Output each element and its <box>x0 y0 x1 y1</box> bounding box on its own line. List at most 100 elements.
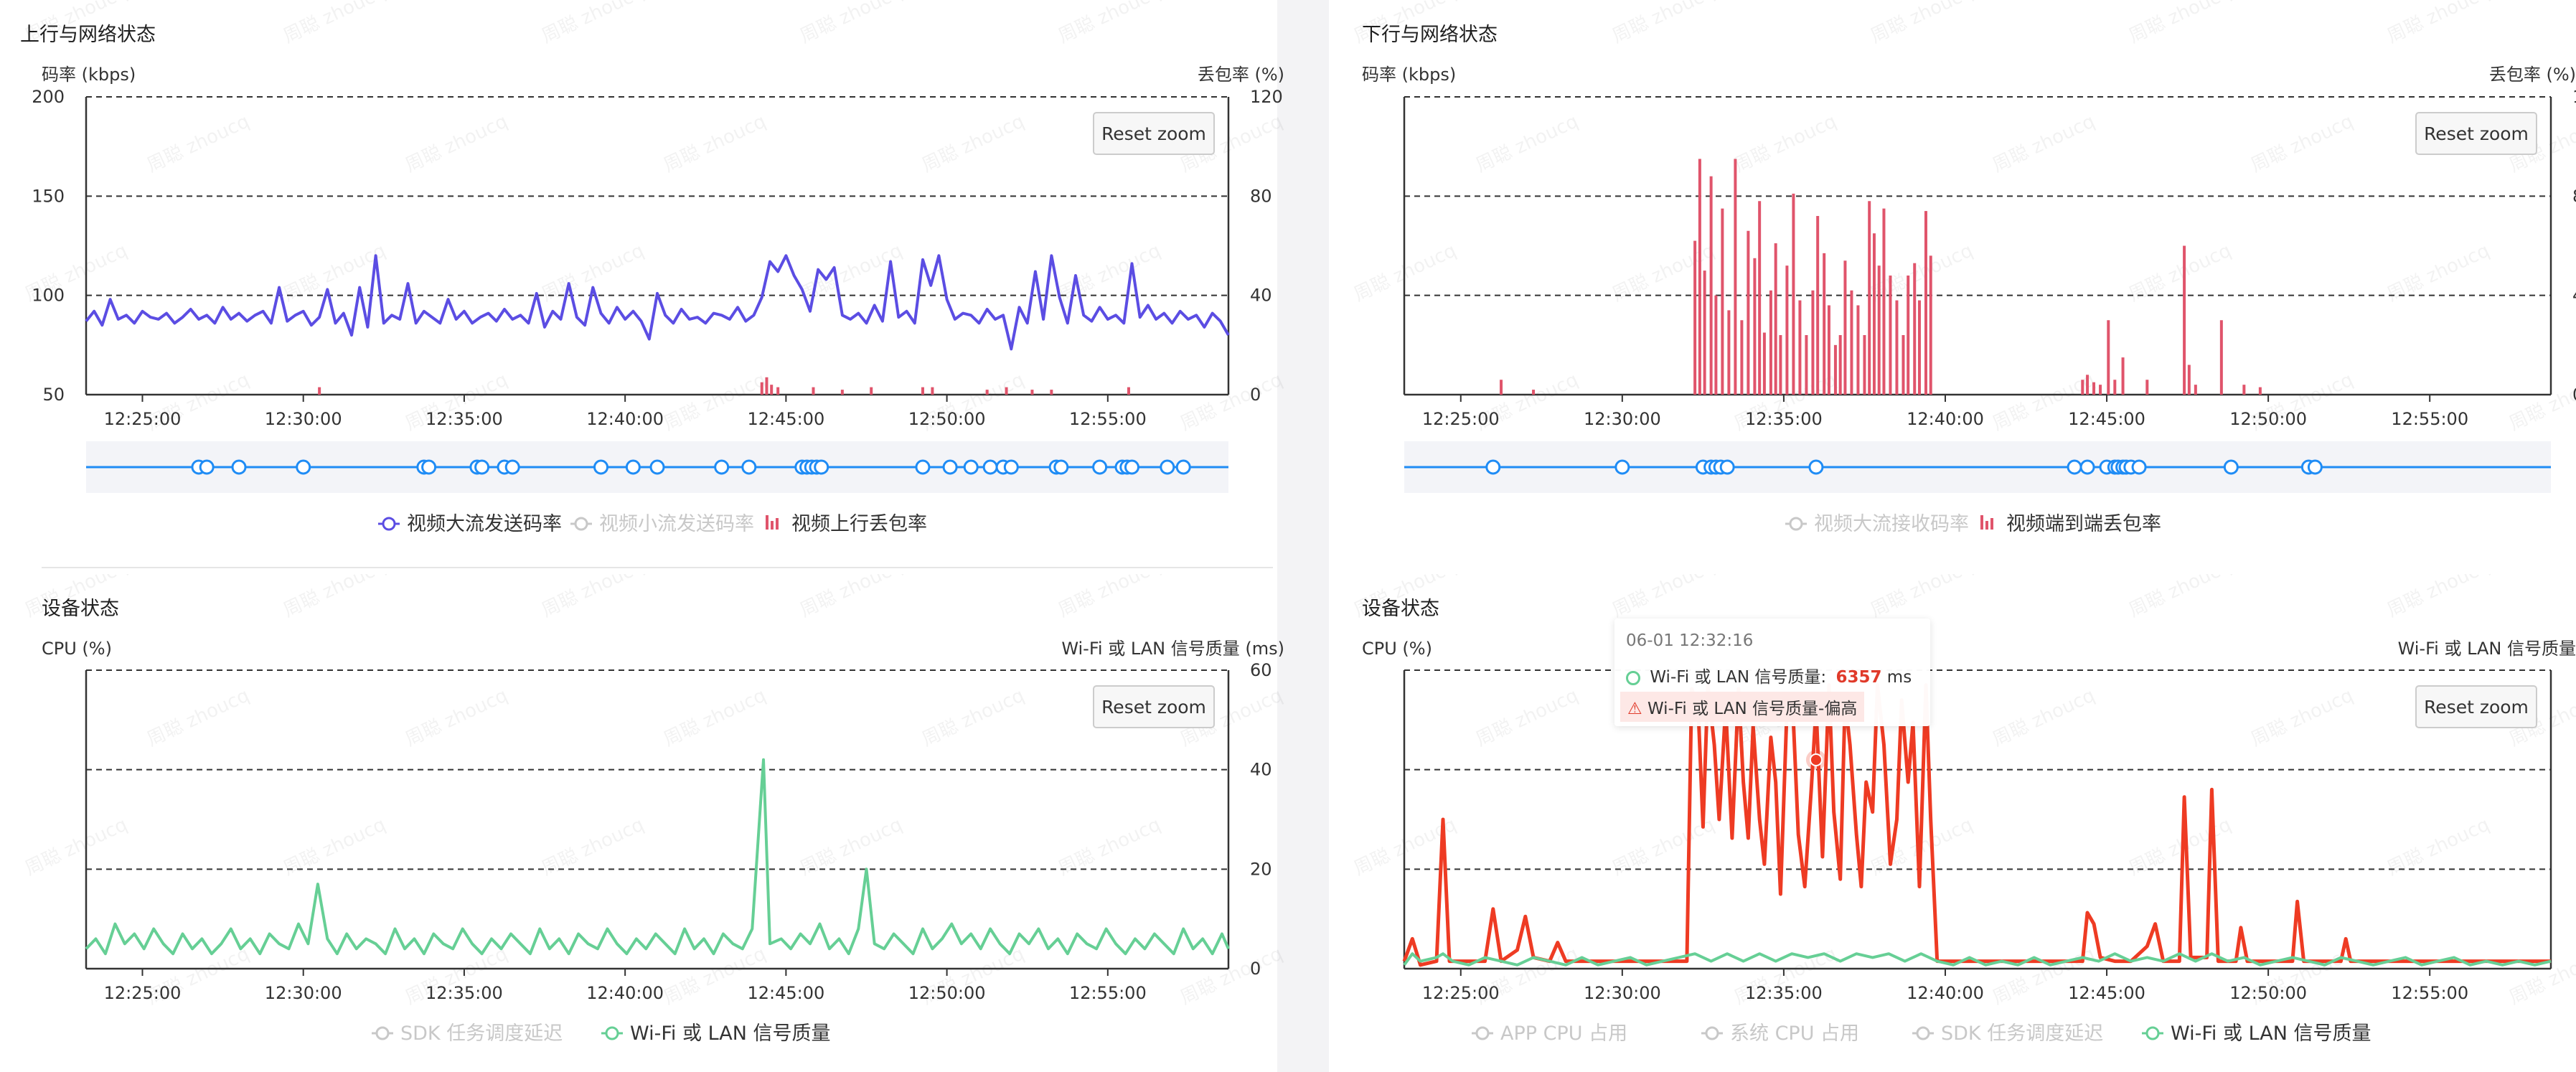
watermark-text: 周聪 zhoucq <box>1055 814 1164 880</box>
navigator-marker <box>714 459 730 475</box>
legend-item[interactable]: 视频大流接收码率 <box>1785 513 1969 535</box>
y-right-tick-label: 120 <box>2572 87 2576 107</box>
legend-bar-icon <box>1985 521 1988 530</box>
loss-bar <box>1838 335 1842 395</box>
loss-bar <box>1850 290 1853 395</box>
legend-item[interactable]: SDK 任务调度延迟 <box>372 1022 563 1045</box>
section-title-downlink: 下行与网络状态 <box>1362 24 1498 46</box>
loss-bar <box>2145 380 2149 395</box>
section-title-device-right: 设备状态 <box>1362 598 1439 620</box>
loss-bar <box>1792 193 1795 395</box>
loss-bar <box>318 387 321 395</box>
x-tick-label: 12:55:00 <box>1069 983 1147 1003</box>
watermark-text: 周聪 zhoucq <box>1867 574 1976 621</box>
watermark-text: 周聪 zhoucq <box>918 111 1028 177</box>
uplink-chart[interactable]: 周聪 zhoucq 周聪 zhoucq 周聪 zhoucq 周聪 zhoucq 周聪 z… <box>0 0 1284 560</box>
navigator-marker <box>1485 459 1501 475</box>
legend-label: SDK 任务调度延迟 <box>400 1022 563 1045</box>
x-tick-label: 12:40:00 <box>1907 983 1984 1003</box>
tooltip-metric-row: Wi-Fi 或 LAN 信号质量: 6357 ms <box>1626 663 1912 687</box>
tooltip-warning-row: ⚠ Wi-Fi 或 LAN 信号质量-偏高 <box>1620 692 1865 722</box>
reset-zoom-button[interactable] <box>2415 685 2537 728</box>
legend-item[interactable]: 系统 CPU 占用 <box>1701 1022 1859 1045</box>
loss-bar <box>1785 265 1789 395</box>
x-tick-label: 12:50:00 <box>908 409 986 429</box>
downlink-chart[interactable]: 周聪 zhoucq 周聪 zhoucq 周聪 zhoucq 周聪 zhoucq 周聪 z… <box>1329 0 2576 560</box>
reset-zoom-button[interactable] <box>1093 112 1215 155</box>
legend-item[interactable]: SDK 任务调度延迟 <box>1912 1022 2103 1045</box>
panel-right <box>1329 0 2576 1072</box>
loss-bar <box>2092 382 2096 395</box>
legend-label: 视频端到端丢包率 <box>2006 513 2161 535</box>
x-tick-label: 12:55:00 <box>1069 409 1147 429</box>
navigator-marker <box>1092 459 1108 475</box>
reset-zoom-button[interactable] <box>2415 112 2537 155</box>
watermark-text: 周聪 zhoucq <box>22 574 131 621</box>
series-line <box>1402 683 2551 967</box>
legend-item[interactable]: Wi-Fi 或 LAN 信号质量 <box>601 1022 831 1045</box>
loss-bar <box>840 390 844 395</box>
y-right-tick-label: 80 <box>1250 186 1272 206</box>
legend-item[interactable]: Wi-Fi 或 LAN 信号质量 <box>2142 1022 2371 1045</box>
navigator-marker <box>814 459 829 475</box>
watermark-text: 周聪 zhoucq <box>538 574 647 621</box>
x-tick-label: 12:45:00 <box>747 409 824 429</box>
loss-bar <box>1703 271 1706 395</box>
loss-bar <box>870 387 873 395</box>
loss-bar <box>1872 233 1876 395</box>
y-left-tick-label: 150 <box>32 186 65 206</box>
watermark-text: 周聪 zhoucq <box>660 685 769 751</box>
y-right-tick-label: 80 <box>2572 186 2576 206</box>
legend-item[interactable]: 视频大流发送码率 <box>378 513 562 535</box>
loss-bar <box>770 385 774 395</box>
legend-label: 系统 CPU 占用 <box>1730 1022 1859 1045</box>
device-left-chart[interactable]: 周聪 zhoucq 周聪 zhoucq 周聪 zhoucq 周聪 zhoucq 周聪 z… <box>0 574 1284 1072</box>
loss-bar <box>1030 390 1034 395</box>
x-tick-label: 12:50:00 <box>908 983 986 1003</box>
loss-bar <box>2219 320 2223 395</box>
x-tick-label: 12:45:00 <box>2068 409 2145 429</box>
y-left-axis-label: 码率 (kbps) <box>1362 65 1456 85</box>
legend-label: Wi-Fi 或 LAN 信号质量 <box>2171 1022 2371 1045</box>
watermark-text: 周聪 zhoucq <box>1731 111 1840 177</box>
tooltip-warning: Wi-Fi 或 LAN 信号质量-偏高 <box>1647 700 1858 718</box>
watermark-text: 周聪 zhoucq <box>2506 369 2576 435</box>
loss-bar <box>1895 300 1899 395</box>
y-left-axis-label: CPU (%) <box>1362 639 1432 659</box>
device-right-chart[interactable]: 周聪 zhoucq 周聪 zhoucq 周聪 zhoucq 周聪 zhoucq 周聪 z… <box>1329 574 2576 1072</box>
watermark-text: 周聪 zhoucq <box>1350 574 1459 621</box>
reset-zoom-label: Reset zoom <box>2424 123 2529 144</box>
loss-bar <box>1762 332 1766 395</box>
section-title-device-left: 设备状态 <box>42 598 119 620</box>
loss-bar <box>812 387 815 395</box>
watermark-text: 周聪 zhoucq <box>22 814 131 880</box>
legend-item[interactable]: 视频端到端丢包率 <box>1980 513 2161 535</box>
legend-item[interactable]: 视频小流发送码率 <box>570 513 754 535</box>
loss-bar <box>2113 380 2117 395</box>
legend-item[interactable]: 视频上行丢包率 <box>766 513 927 535</box>
navigator-marker <box>1160 459 1175 475</box>
tooltip-time: 06-01 12:32:16 <box>1626 631 1754 650</box>
loss-bar <box>985 390 989 395</box>
loss-bar <box>1913 263 1917 395</box>
legend-circle-icon <box>2145 1026 2160 1040</box>
navigator-marker <box>1614 459 1630 475</box>
loss-bar <box>1798 300 1802 395</box>
navigator-marker <box>2067 459 2082 475</box>
navigator-marker <box>231 459 247 475</box>
watermark-text: 周聪 zhoucq <box>1350 0 1459 47</box>
loss-bar <box>1877 265 1881 395</box>
loss-bar <box>1917 300 1921 395</box>
navigator-marker <box>474 459 490 475</box>
x-tick-label: 12:35:00 <box>1745 983 1823 1003</box>
reset-zoom-button[interactable] <box>1093 685 1215 728</box>
navigator-marker <box>504 459 520 475</box>
legend-item[interactable]: APP CPU 占用 <box>1472 1022 1627 1045</box>
y-right-tick-label: 40 <box>1250 760 1272 780</box>
navigator-marker <box>2307 459 2323 475</box>
loss-bar <box>1709 176 1713 395</box>
legend-label: 视频大流接收码率 <box>1814 513 1969 535</box>
watermark-text: 周聪 zhoucq <box>1472 685 1581 751</box>
series-line <box>1403 952 2552 967</box>
x-tick-label: 12:35:00 <box>426 983 503 1003</box>
